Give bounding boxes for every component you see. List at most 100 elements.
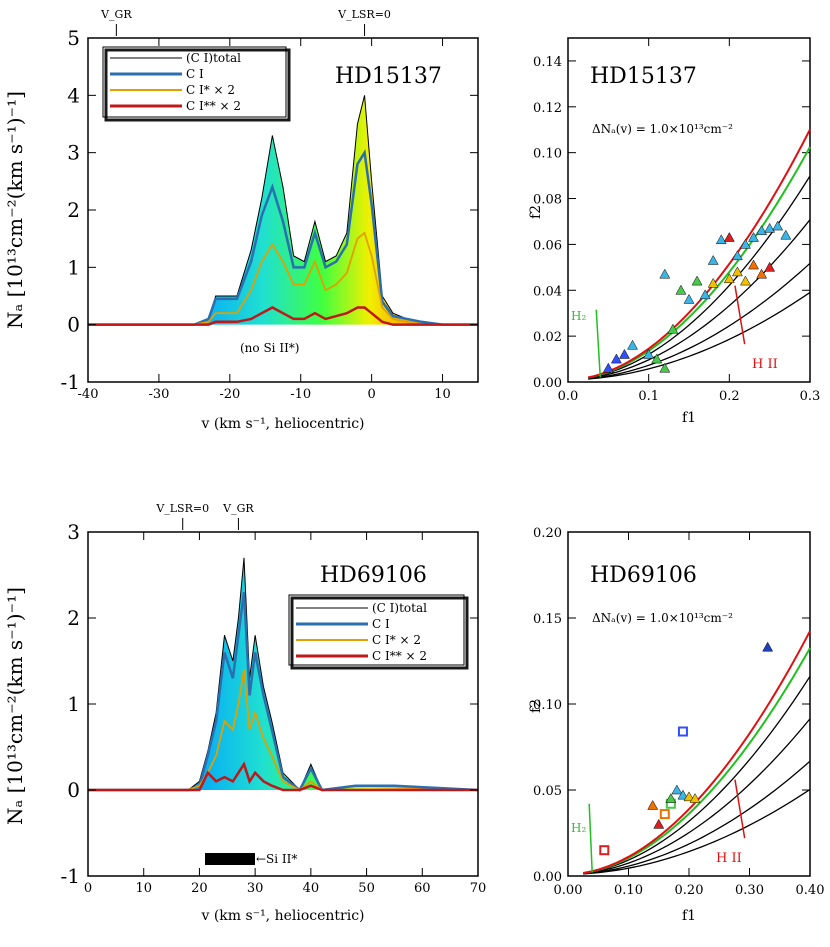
series-ci-star-line [88,231,478,326]
data-point-triangle [689,793,701,803]
data-point-triangle [748,232,759,242]
data-point-triangle [677,789,689,800]
top-marker-label: V_GR [222,502,254,515]
data-point-triangle [699,289,711,300]
data-point-triangle [651,353,663,364]
series-ci-line [88,592,478,792]
y-axis-label: f2 [528,205,544,219]
series-ci-line [88,149,478,326]
y-axis-label: Nₐ [10¹³cm⁻²(km s⁻¹)⁻¹] [3,587,27,825]
si-ii-star-bar [205,853,255,865]
h2-label: H₂ [571,821,586,835]
data-point-triangle [671,784,683,795]
x-axis-label: f1 [682,908,696,924]
data-point-triangle [691,275,703,286]
data-point-square [599,845,610,856]
x-tick-label: 0.30 [735,883,764,898]
x-tick-label: 10 [135,881,152,896]
y-tick-label: 2 [67,198,80,222]
y-tick-label: 1 [67,255,80,279]
excitation-panel-hd69106: 0.00 0.10 0.20 0.30 0.40 0.00 0.05 0.10 0.15 0.20… [528,526,824,924]
y-tick-label: 0.00 [533,376,562,391]
legend-label: C I* × 2 [186,83,235,97]
data-point-triangle [707,277,719,288]
data-point-triangle [675,284,687,295]
x-tick-label: -40 [78,387,99,402]
data-point-triangle [647,799,659,810]
y-axis-label: f2 [528,699,544,713]
y-tick-label: 0.08 [533,193,562,208]
y-tick-label: 1 [67,692,80,716]
data-point-triangle [756,268,768,279]
spectrum-fill [88,95,478,325]
legend-label: (C I)total [372,601,427,615]
excitation-panel-hd15137: 0.0 0.1 0.2 0.3 0.00 0.02 0.04 0.06 0.08 0.10 0.12… [528,37,821,426]
y-tick-label: 2 [67,606,80,630]
x-tick-label: 0.20 [675,883,704,898]
x-tick-label: 0 [367,387,375,402]
x-axis-label: v (km s⁻¹, heliocentric) [200,416,364,432]
data-point-triangle [756,225,768,235]
data-point-triangle [659,362,671,373]
y-tick-label: 0.14 [533,55,562,70]
data-point-square [677,726,688,737]
data-point-triangle [659,268,671,279]
data-point-square [659,809,670,820]
data-point-triangle [665,793,677,803]
x-tick-label: -10 [290,387,311,402]
legend-label: C I [372,617,390,631]
annotation: ΔNₐ(v) = 1.0×10¹³cm⁻² [592,611,733,625]
legend-label: (C I)total [186,51,241,65]
x-tick-label: 0.2 [719,389,740,404]
data-point-triangle [731,250,743,261]
plot-frame [567,37,811,383]
y-tick-label: 0.10 [533,147,562,162]
data-point-triangle [731,266,743,277]
y-tick-label: 0.15 [533,612,562,627]
series-ci-2star-line [88,306,478,326]
y-axis-label: Nₐ [10¹³cm⁻²(km s⁻¹)⁻¹] [3,91,27,329]
x-tick-label: 0.40 [796,883,825,898]
legend-label: C I** × 2 [372,649,427,663]
y-tick-label: 3 [67,520,80,544]
data-point-triangle [619,348,630,359]
legend: (C I)total C I C I* × 2 C I** × 2 [288,594,469,670]
data-point-triangle [627,339,638,350]
data-point-triangle [683,791,695,802]
data-point-triangle [764,261,776,272]
x-tick-label: 0.00 [554,883,583,898]
y-tick-label: 0.12 [533,101,562,116]
x-axis-label: v (km s⁻¹, heliocentric) [200,908,364,924]
x-tick-label: 0.1 [638,389,659,404]
model-curve [583,675,811,874]
annotation: ΔNₐ(v) = 1.0×10¹³cm⁻² [592,122,733,136]
model-curve [588,175,811,379]
x-tick-label: 70 [470,881,487,896]
h2-arrow [588,803,593,873]
data-point-triangle [667,323,679,334]
hii-curve [587,128,811,379]
series-ci-2star-line [88,761,478,792]
data-point-triangle [762,641,774,652]
h2-label: H₂ [571,309,586,323]
star-name: HD15137 [335,64,442,89]
model-curve [583,788,811,875]
data-point-triangle [764,222,776,233]
x-tick-label: 0.3 [800,389,821,404]
x-tick-label: -30 [148,387,169,402]
data-point-triangle [748,259,759,270]
data-point-triangle [723,232,735,242]
series-total-line [88,95,478,326]
x-tick-label: 0.10 [614,883,643,898]
data-point-triangle [715,234,727,245]
top-marker-label: V_LSR=0 [155,502,209,515]
y-tick-label: -1 [61,370,80,394]
y-tick-label: 0 [67,313,80,337]
y-tick-label: 0.20 [533,526,562,541]
y-tick-label: 3 [67,141,80,165]
data-point-triangle [740,275,751,286]
y-tick-label: -1 [61,864,80,888]
annotation: (no Si II*) [240,341,299,355]
y-tick-label: 0.02 [533,330,562,345]
